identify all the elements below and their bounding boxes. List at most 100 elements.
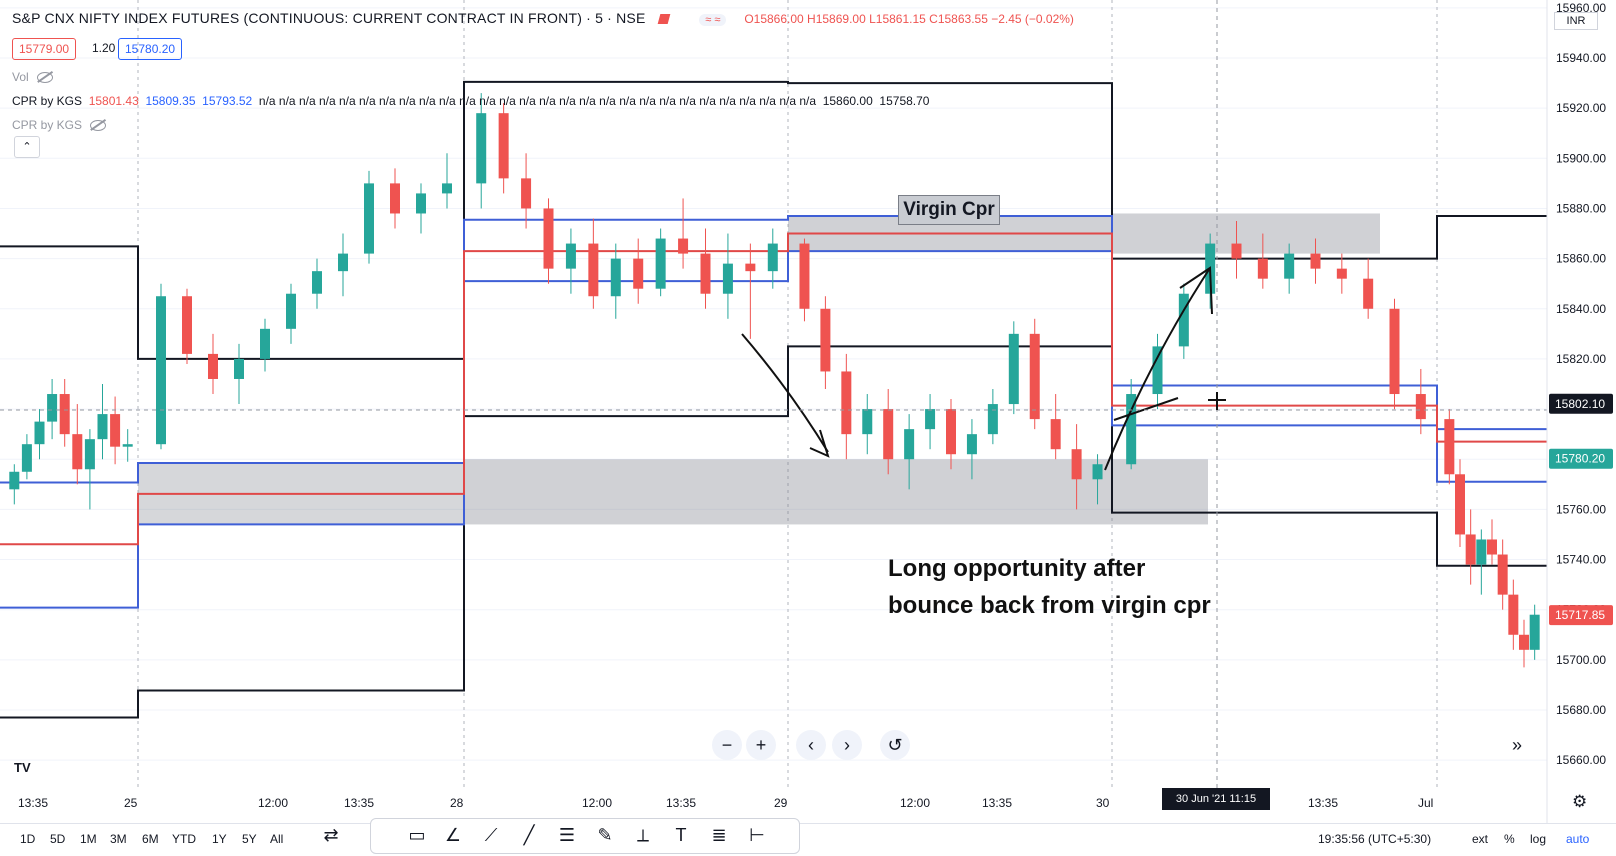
candle [1363,258,1374,319]
candle-body [416,193,426,214]
range-button-ytd[interactable]: YTD [172,832,196,846]
symbol-title[interactable]: S&P CNX NIFTY INDEX FUTURES (CONTINUOUS:… [12,10,646,26]
trend-line-icon[interactable]: ╱ [523,825,535,845]
cpr-value-5: 15758.70 [879,94,930,108]
price-tag-label: 15780.20 [1555,452,1605,466]
price-tag [1549,393,1613,414]
flag-icon[interactable] [658,14,671,25]
currency-selector[interactable]: INR [1554,12,1598,30]
candle [799,238,810,322]
candle [841,353,852,460]
candle-body [700,253,711,294]
price-tick-label: 15660.00 [1556,753,1606,767]
candle-body [1152,346,1163,395]
zoom-out-button[interactable]: − [712,730,742,760]
range-button-1m[interactable]: 1M [80,832,97,846]
long-position-icon[interactable]: ≣ [711,825,727,845]
candle-body [476,113,487,184]
scroll-back-button[interactable]: ‹ [796,730,826,760]
candle-body [1455,474,1465,535]
scroll-forward-button[interactable]: › [832,730,862,760]
candle [498,103,509,194]
log-toggle[interactable]: log [1530,832,1547,846]
range-button-3m[interactable]: 3M [110,832,127,846]
candle [59,378,70,447]
compare-icon[interactable]: ⇄ [323,825,339,845]
time-label: 12:00 [582,796,613,810]
rectangle-tool-icon[interactable]: ▭ [408,825,426,845]
candle [234,343,244,405]
candle-body [767,243,778,272]
candle-body [47,394,58,422]
collapse-legend-button[interactable]: ⌃ [14,136,40,158]
candle [260,318,270,372]
range-button-5y[interactable]: 5Y [242,832,257,846]
ext-toggle[interactable]: ext [1472,832,1489,846]
candle-body [946,409,956,455]
candle-body [390,183,400,214]
hidden-eye-icon[interactable] [36,72,53,84]
candle-body [84,439,95,470]
hidden-eye-icon[interactable] [90,120,107,132]
tradingview-logo[interactable]: TV [14,760,31,775]
candle [655,228,666,297]
hand-drawn-arrows [741,266,1213,471]
range-button-all[interactable]: All [270,832,284,846]
candle-body [1092,464,1103,480]
price-tick-label: 15900.00 [1556,151,1606,165]
time-label: 28 [450,796,464,810]
vol-legend[interactable]: Vol [12,70,53,84]
candle-body [59,394,70,435]
clock[interactable]: 19:35:56 (UTC+5:30) [1318,832,1432,846]
cpr-level-top [0,214,1547,484]
candle [565,228,576,294]
settings-gear-icon[interactable]: ⚙ [1572,792,1588,811]
candle [543,198,554,284]
range-button-5d[interactable]: 5D [50,832,66,846]
fib-tool-icon[interactable]: ☰ [558,825,576,845]
candle-body [678,238,689,254]
candle-body [234,358,244,379]
auto-toggle[interactable]: auto [1566,832,1590,846]
price-tick-label: 15760.00 [1556,502,1606,516]
virgin-cpr-annotation: Virgin Cpr [898,195,1000,225]
time-label: 13:35 [1308,796,1339,810]
range-button-6m[interactable]: 6M [142,832,159,846]
candle-body [156,296,166,445]
candle [925,394,936,450]
sell-price[interactable]: 15779.00 [12,38,77,60]
candle-body [1529,614,1540,650]
candle-body [1444,419,1455,475]
candle [1508,579,1519,650]
time-label: Jul [1418,796,1434,810]
price-tick-label: 15740.00 [1556,553,1606,567]
path-tool-icon[interactable]: ⟋ [484,825,498,845]
scroll-to-latest-button[interactable]: » [1511,735,1522,755]
candle-body [820,308,831,372]
range-button-1d[interactable]: 1D [20,832,36,846]
percent-toggle[interactable]: % [1504,832,1515,846]
candle-body [1029,333,1040,420]
compare-pill[interactable]: ≈ ≈ [699,14,727,26]
virgin-cpr-zone [1112,213,1380,254]
text-tool-icon[interactable]: T [675,825,687,845]
candle [588,218,599,309]
horizontal-line-icon[interactable]: ⊢ [749,825,765,845]
cpr-value-1: 15801.43 [88,94,139,108]
range-button-1y[interactable]: 1Y [212,832,227,846]
candle-body [987,404,998,435]
candle-body [1008,333,1019,405]
cpr-legend-1[interactable]: CPR by KGS 15801.43 15809.35 15793.52 n/… [12,94,929,108]
reset-chart-button[interactable]: ↺ [880,730,910,760]
buy-price[interactable]: 15780.20 [118,38,183,60]
brush-tool-icon[interactable]: ✎ [597,825,613,845]
candle-body [182,296,192,354]
candle [286,283,296,344]
zoom-in-button[interactable]: + [746,730,776,760]
candle-body [498,113,509,179]
candle [1476,529,1487,595]
cpr-legend-2[interactable]: CPR by KGS [12,118,107,132]
ray-tool-icon[interactable]: ⟂ [636,825,649,845]
angle-tool-icon[interactable]: ∠ [444,825,462,845]
